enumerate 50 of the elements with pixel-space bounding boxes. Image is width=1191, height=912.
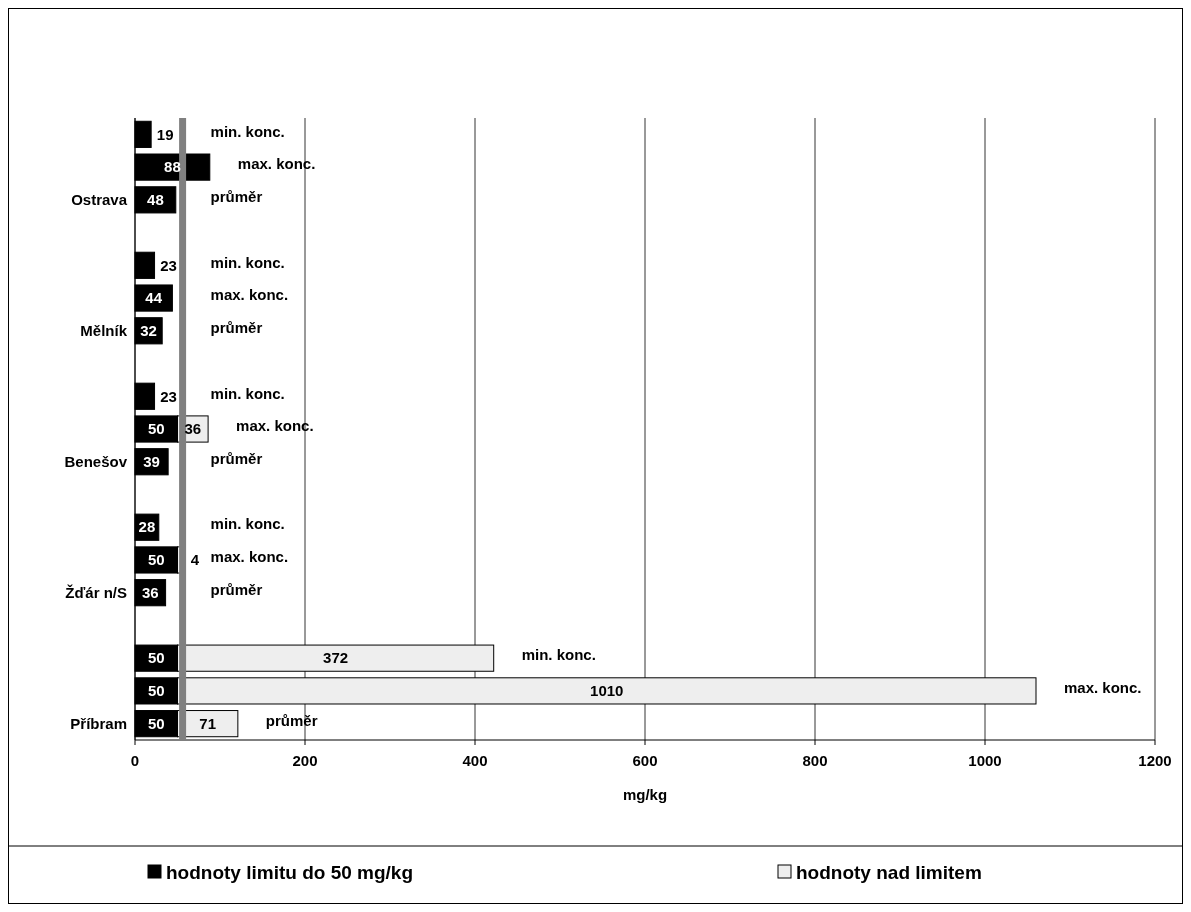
annotation: průměr — [210, 188, 263, 206]
annotation: průměr — [265, 711, 318, 729]
legend-label: hodnoty limitu do 50 mg/kg — [166, 861, 413, 883]
data-label: 23 — [160, 387, 177, 405]
data-label: 36 — [141, 583, 159, 601]
y-tick-label: Příbram — [70, 714, 127, 732]
annotation: max. konc. — [237, 155, 316, 173]
data-label: 39 — [143, 452, 160, 470]
x-tick-label: 200 — [292, 752, 318, 769]
annotation: min. konc. — [521, 646, 596, 664]
x-tick-label: 400 — [462, 752, 488, 769]
data-label: 50 — [147, 714, 165, 732]
legend-label: hodnoty nad limitem — [796, 861, 982, 883]
data-label: 44 — [145, 289, 163, 307]
data-label: 19 — [156, 125, 174, 143]
annotation: průměr — [210, 319, 263, 337]
annotation: max. konc. — [210, 286, 289, 304]
y-tick-label: Ostrava — [71, 191, 128, 209]
data-label: 36 — [184, 420, 202, 438]
annotation: max. konc. — [1064, 679, 1142, 697]
annotation: max. konc. — [236, 417, 314, 435]
data-label: 50 — [147, 551, 165, 569]
x-tick-label: 0 — [130, 752, 140, 769]
data-label: 48 — [147, 191, 164, 209]
x-tick-label: 600 — [632, 752, 658, 769]
x-axis-title: mg/kg — [622, 786, 668, 803]
y-tick-label: Žďár n/S — [65, 583, 127, 601]
annotation: průměr — [210, 449, 263, 467]
data-label: 372 — [323, 649, 349, 667]
data-label: 28 — [138, 518, 156, 536]
data-label: 1010 — [590, 682, 624, 700]
data-label: 50 — [147, 420, 165, 438]
y-tick-label: Mělník — [80, 322, 128, 340]
x-tick-label: 1200 — [1138, 752, 1172, 769]
annotation: průměr — [210, 580, 263, 598]
data-label: 50 — [147, 682, 165, 700]
data-label: 88 — [164, 158, 181, 176]
x-tick-label: 800 — [802, 752, 828, 769]
data-label: 23 — [160, 256, 177, 274]
data-label: 32 — [140, 322, 157, 340]
annotation: max. konc. — [210, 548, 289, 566]
data-label: 50 — [147, 649, 165, 667]
y-tick-label: Benešov — [64, 452, 128, 470]
annotation: min. konc. — [210, 515, 285, 533]
annotation: min. konc. — [210, 384, 285, 402]
x-tick-label: 1000 — [968, 752, 1002, 769]
data-label: 4 — [190, 551, 200, 569]
annotation: min. konc. — [210, 122, 285, 140]
annotation: min. konc. — [210, 253, 285, 271]
data-label: 71 — [199, 714, 217, 732]
